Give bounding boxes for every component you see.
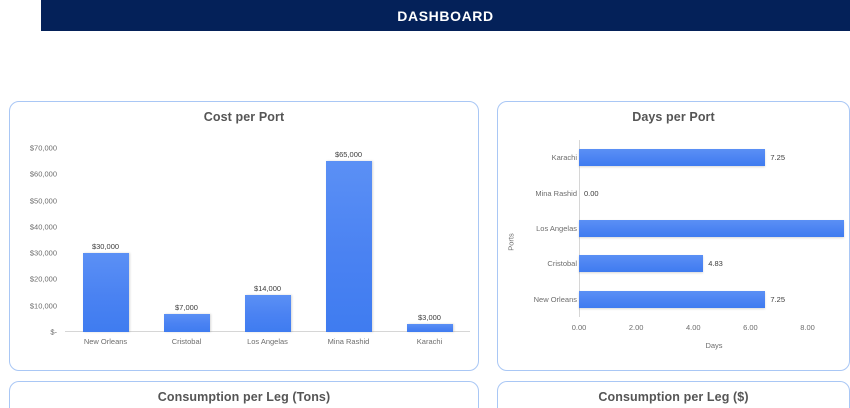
card-consumption-per-leg-tons[interactable]: Consumption per Leg (Tons) — [9, 381, 479, 408]
days-chart-category-labels: Karachi Mina Rashid Los Angelas Cristobal Ne… — [512, 140, 577, 317]
days-chart-bar[interactable] — [579, 220, 844, 238]
days-chart-bar[interactable] — [579, 255, 704, 273]
days-chart-category-label: New Orleans — [533, 294, 577, 304]
cost-chart-bar-value: $65,000 — [334, 150, 363, 160]
days-chart-category-label: Cristobal — [547, 259, 577, 269]
cost-chart-bar[interactable] — [406, 324, 453, 332]
days-chart-bar-row[interactable]: 7.25 — [579, 282, 849, 317]
cost-chart-bar-value: $30,000 — [91, 242, 120, 252]
card-days-per-port[interactable]: Days per Port Ports Karachi Mina Rashid Lo… — [497, 101, 850, 371]
cost-chart-y-tick: $10,000 — [29, 301, 57, 311]
days-chart-bar-value: 7.25 — [770, 153, 786, 163]
cost-chart-bar-value: $3,000 — [418, 313, 441, 323]
days-chart-bar[interactable] — [579, 290, 766, 308]
cost-chart-bar-slot[interactable]: $30,000 — [65, 148, 146, 332]
days-chart-plot-area: 7.25 0.00 4.83 7.25 — [579, 140, 849, 317]
cost-chart-bar[interactable] — [82, 253, 129, 332]
chart-title-consumption-tons: Consumption per Leg (Tons) — [157, 390, 331, 404]
cost-chart-y-tick: $60,000 — [29, 169, 57, 179]
days-chart-bars: 7.25 0.00 4.83 7.25 — [579, 140, 849, 317]
page-title: DASHBOARD — [397, 7, 494, 24]
days-chart-bar-value: 4.83 — [708, 259, 723, 269]
cost-chart-x-tick: Cristobal — [171, 337, 202, 346]
cost-chart-bar-slot[interactable]: $3,000 — [389, 148, 470, 332]
days-chart-x-axis-title: Days — [705, 341, 723, 350]
column-chart-cost-per-port: $70,000 $60,000 $50,000 $40,000 $30,000 $20,0… — [10, 124, 478, 359]
cost-chart-x-axis: New Orleans Cristobal Los Angelas Mina Rash… — [65, 337, 470, 353]
chart-title-days-per-port: Days per Port — [632, 110, 715, 124]
cost-chart-y-tick: $70,000 — [29, 143, 57, 153]
cost-chart-bar-slot[interactable]: $7,000 — [146, 148, 227, 332]
days-chart-category-label: Mina Rashid — [535, 188, 577, 198]
days-chart-category-label: Karachi — [551, 153, 577, 163]
days-chart-bar[interactable] — [579, 149, 766, 167]
cost-chart-bars: $30,000 $7,000 $14,000 $65,000 $3,000 — [65, 148, 470, 332]
days-chart-category-label: Los Angelas — [536, 224, 577, 234]
bar-chart-days-per-port: Ports Karachi Mina Rashid Los Angelas Crist… — [498, 124, 849, 359]
cost-chart-bar-slot[interactable]: $65,000 — [308, 148, 389, 332]
days-chart-x-tick: 4.00 — [685, 323, 701, 332]
days-chart-bar-row[interactable]: 0.00 — [579, 175, 849, 210]
days-chart-x-tick: 6.00 — [743, 323, 758, 332]
cost-chart-bar-value: $14,000 — [253, 284, 282, 294]
days-chart-bar-value: 7.25 — [770, 294, 786, 304]
cost-chart-x-tick: New Orleans — [83, 337, 128, 346]
cost-chart-bar-value: $7,000 — [175, 302, 198, 312]
cost-chart-bar-slot[interactable]: $14,000 — [227, 148, 308, 332]
cost-chart-y-tick: $50,000 — [29, 196, 57, 206]
cost-chart-bar[interactable] — [325, 161, 372, 332]
days-chart-x-axis: 0.002.004.006.008.0010.00 — [572, 323, 849, 335]
cost-chart-plot-area: $30,000 $7,000 $14,000 $65,000 $3,000 — [65, 148, 470, 332]
cost-chart-bar[interactable] — [244, 295, 291, 332]
cost-chart-bar[interactable] — [163, 313, 210, 332]
days-chart-x-tick: 2.00 — [628, 323, 644, 332]
card-consumption-per-leg-dollars[interactable]: Consumption per Leg ($) — [497, 381, 850, 408]
days-chart-bar-row[interactable]: 7.25 — [579, 140, 849, 175]
cost-chart-y-tick: $20,000 — [29, 274, 57, 284]
cost-chart-y-tick: $30,000 — [29, 248, 57, 258]
days-chart-bar-row[interactable]: 4.83 — [579, 246, 849, 281]
days-chart-x-tick: 8.00 — [800, 323, 815, 332]
card-cost-per-port[interactable]: Cost per Port $70,000 $60,000 $50,000 $40,0… — [9, 101, 479, 371]
cost-chart-x-tick: Mina Rashid — [327, 337, 370, 346]
cost-chart-x-tick: Karachi — [416, 337, 443, 346]
days-chart-bar-value: 0.00 — [584, 188, 599, 198]
chart-title-cost-per-port: Cost per Port — [203, 110, 285, 124]
cost-chart-y-axis: $70,000 $60,000 $50,000 $40,000 $30,000 $20,0… — [10, 144, 60, 337]
cost-chart-y-tick: $40,000 — [29, 222, 57, 232]
dashboard-header: DASHBOARD — [41, 0, 850, 31]
cost-chart-y-tick: $- — [50, 327, 57, 337]
days-chart-bar-row[interactable] — [579, 211, 849, 246]
chart-title-consumption-dollars: Consumption per Leg ($) — [598, 390, 749, 404]
cost-chart-x-tick: Los Angelas — [247, 337, 288, 346]
days-chart-x-tick: 0.00 — [571, 323, 587, 332]
